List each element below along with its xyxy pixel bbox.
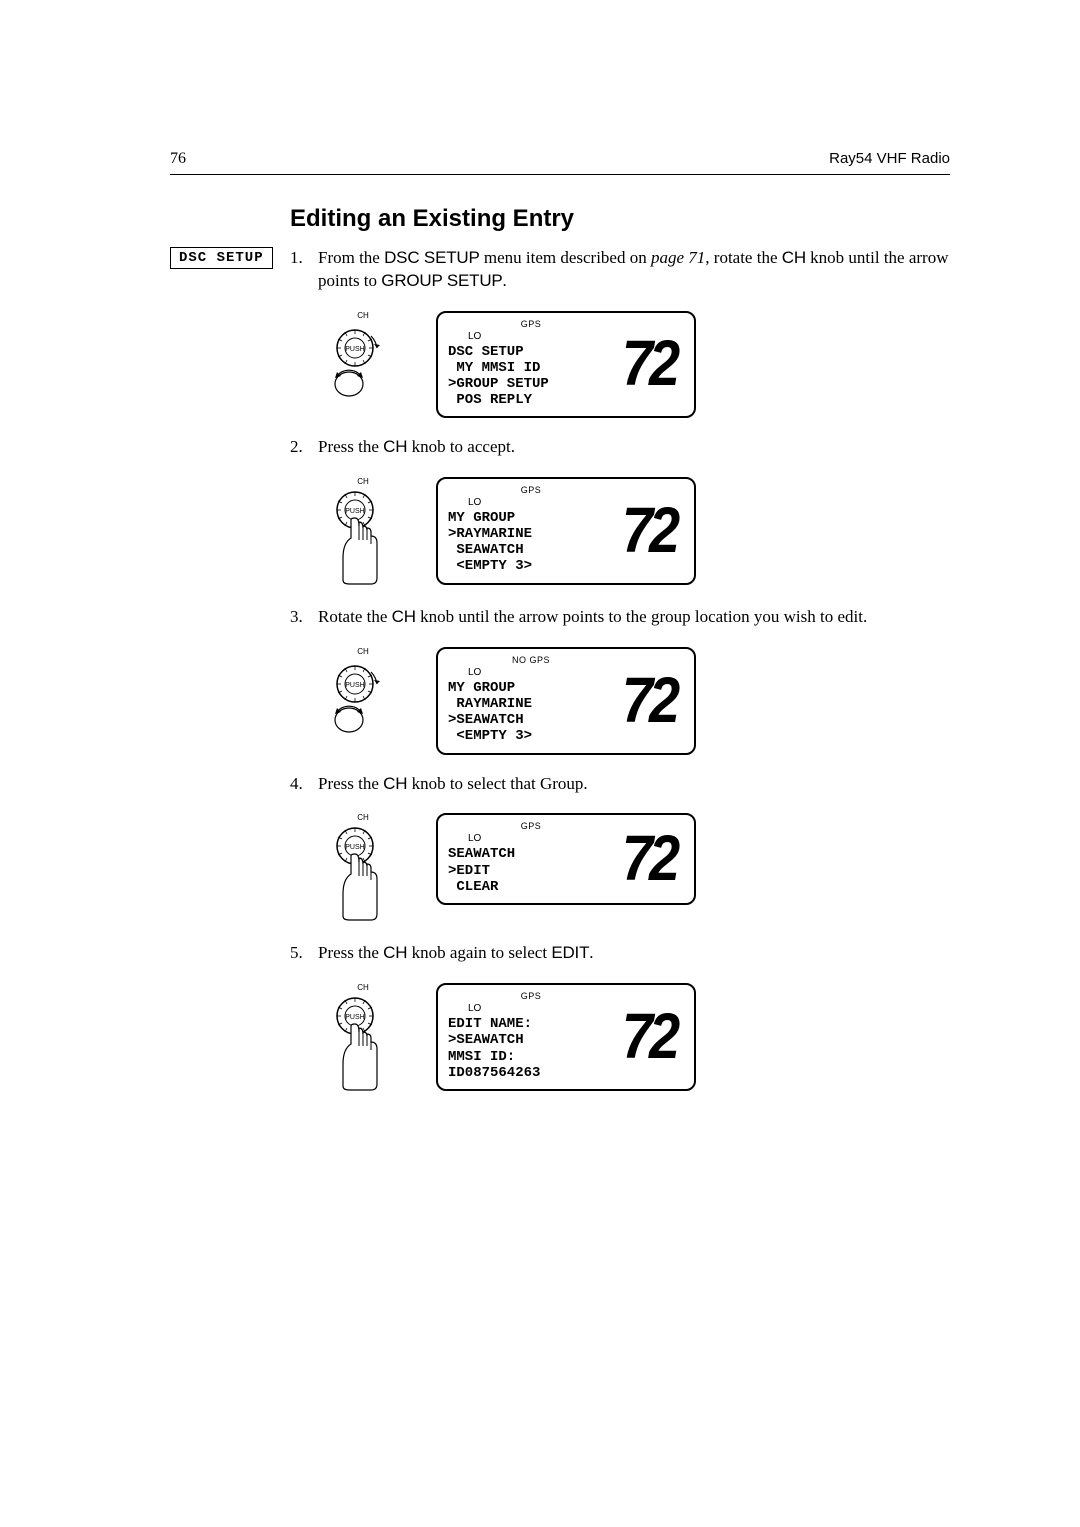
page-number: 76 xyxy=(170,150,186,168)
channel-number: 72 xyxy=(622,501,676,559)
svg-text:PUSH: PUSH xyxy=(345,844,364,851)
channel-number: 72 xyxy=(622,829,676,887)
knob-press-icon: CH PUSH xyxy=(318,983,408,1094)
lcd-menu-lines: MY GROUP RAYMARINE >SEAWATCH <EMPTY 3> xyxy=(448,680,614,744)
lcd-menu-lines: MY GROUP >RAYMARINE SEAWATCH <EMPTY 3> xyxy=(448,510,614,574)
gps-indicator: GPS xyxy=(448,821,614,831)
knob-rotate-icon: CH PUSH xyxy=(318,311,408,402)
step-row-2: Press the CH knob to accept. xyxy=(170,436,950,467)
lcd-display-4: GPS LO SEAWATCH >EDIT CLEAR 72 xyxy=(436,813,696,904)
step-row-5: Press the CH knob again to select EDIT. xyxy=(170,942,950,973)
channel-number: 72 xyxy=(622,335,676,393)
channel-number: 72 xyxy=(622,671,676,729)
lo-indicator: LO xyxy=(468,497,614,508)
push-label: PUSH xyxy=(345,346,364,353)
knob-rotate-icon: CH PUSH xyxy=(318,647,408,738)
lcd-display-1: GPS LO DSC SETUP MY MMSI ID >GROUP SETUP… xyxy=(436,311,696,418)
lo-indicator: LO xyxy=(468,833,614,844)
figure-5: CH PUSH GPS LO EDIT NAME: >SEAWATCH MMSI… xyxy=(318,983,950,1094)
gps-indicator: GPS xyxy=(448,991,614,1001)
figure-1: CH PUSH GPS LO DSC SETUP MY MMSI ID xyxy=(318,311,950,418)
lo-indicator: LO xyxy=(468,331,614,342)
lcd-menu-lines: DSC SETUP MY MMSI ID >GROUP SETUP POS RE… xyxy=(448,344,614,408)
doc-title: Ray54 VHF Radio xyxy=(829,150,950,167)
manual-page: 76 Ray54 VHF Radio Editing an Existing E… xyxy=(0,0,1080,1527)
lcd-display-2: GPS LO MY GROUP >RAYMARINE SEAWATCH <EMP… xyxy=(436,477,696,584)
step-5: Press the CH knob again to select EDIT. xyxy=(290,942,950,965)
gps-indicator: NO GPS xyxy=(448,655,614,665)
step-row-1: DSC SETUP From the DSC SETUP menu item d… xyxy=(170,247,950,301)
step-row-3: Rotate the CH knob until the arrow point… xyxy=(170,606,950,637)
step-2: Press the CH knob to accept. xyxy=(290,436,950,459)
step-row-4: Press the CH knob to select that Group. xyxy=(170,773,950,804)
knob-press-icon: CH PUSH xyxy=(318,477,408,588)
main-column: From the DSC SETUP menu item described o… xyxy=(290,247,950,301)
gps-indicator: GPS xyxy=(448,485,614,495)
figure-4: CH PUSH GPS LO SEAWATCH >EDIT CLEAR xyxy=(318,813,950,924)
gps-indicator: GPS xyxy=(448,319,614,329)
lcd-display-5: GPS LO EDIT NAME: >SEAWATCH MMSI ID: ID0… xyxy=(436,983,696,1090)
channel-number: 72 xyxy=(622,1007,676,1065)
lcd-display-3: NO GPS LO MY GROUP RAYMARINE >SEAWATCH <… xyxy=(436,647,696,754)
figure-2: CH PUSH GPS LO MY GROUP >RAYMARINE xyxy=(318,477,950,588)
step-3: Rotate the CH knob until the arrow point… xyxy=(290,606,950,629)
step-1: From the DSC SETUP menu item described o… xyxy=(290,247,950,293)
lo-indicator: LO xyxy=(468,667,614,678)
svg-text:PUSH: PUSH xyxy=(345,682,364,689)
knob-press-icon: CH PUSH xyxy=(318,813,408,924)
step-4: Press the CH knob to select that Group. xyxy=(290,773,950,796)
page-header: 76 Ray54 VHF Radio xyxy=(170,150,950,175)
lo-indicator: LO xyxy=(468,1003,614,1014)
section-title: Editing an Existing Entry xyxy=(290,205,950,233)
svg-text:PUSH: PUSH xyxy=(345,1014,364,1021)
lcd-menu-lines: EDIT NAME: >SEAWATCH MMSI ID: ID08756426… xyxy=(448,1016,614,1080)
lcd-menu-lines: SEAWATCH >EDIT CLEAR xyxy=(448,846,614,894)
margin-column: DSC SETUP xyxy=(170,247,290,269)
figure-3: CH PUSH NO GPS LO MY GROUP RAYMARIN xyxy=(318,647,950,754)
dsc-setup-badge: DSC SETUP xyxy=(170,247,273,269)
svg-text:PUSH: PUSH xyxy=(345,508,364,515)
